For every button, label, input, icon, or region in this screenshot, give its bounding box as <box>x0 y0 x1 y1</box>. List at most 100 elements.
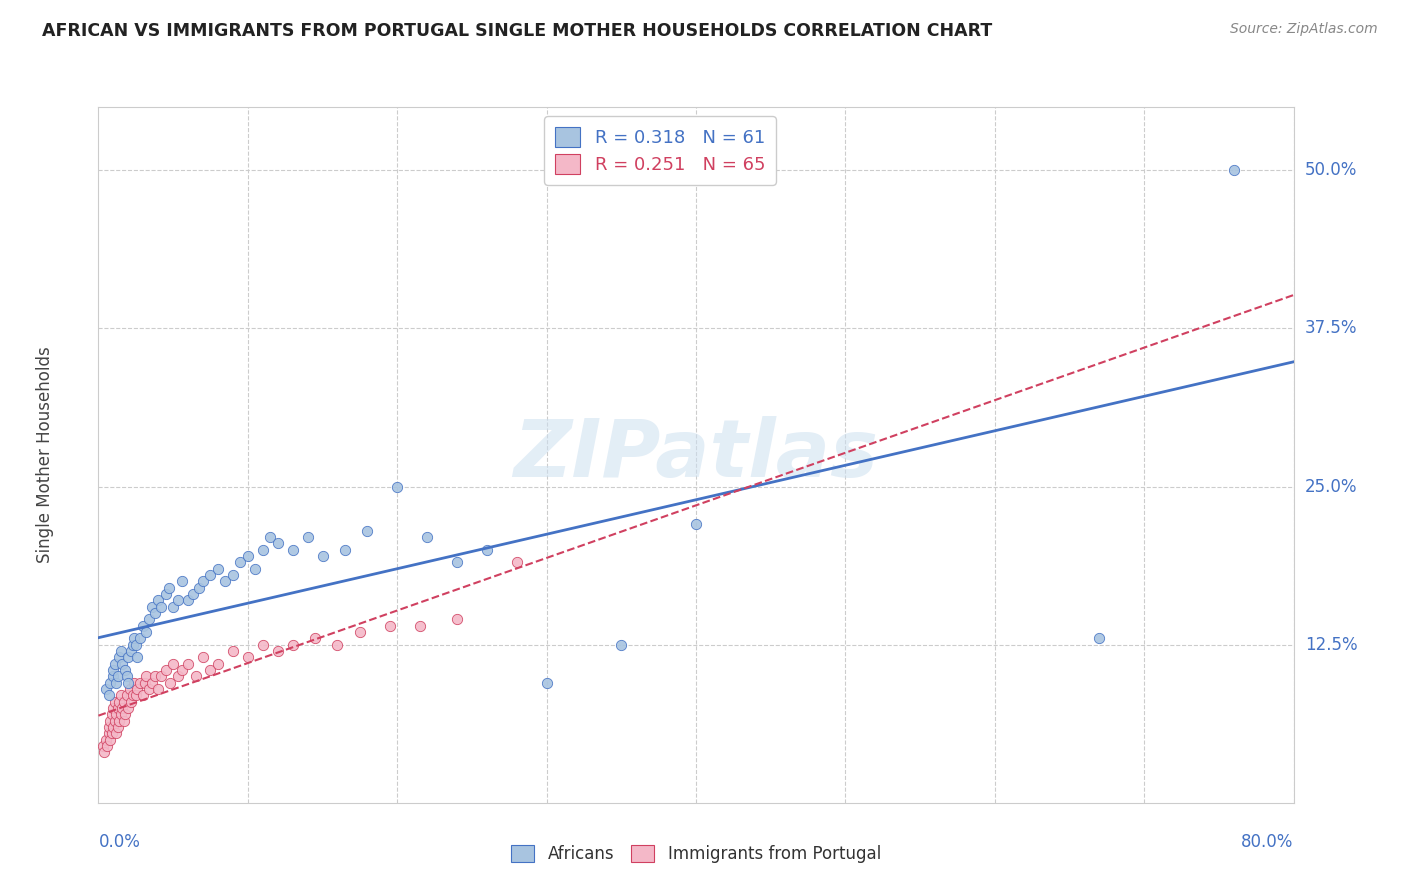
Point <box>127 681 149 696</box>
Point <box>304 632 326 646</box>
Point <box>229 556 252 570</box>
Point <box>124 675 146 690</box>
Point <box>378 618 401 632</box>
Point <box>96 739 118 753</box>
Point <box>187 581 209 595</box>
Point <box>120 644 142 658</box>
Point <box>98 714 122 728</box>
Point <box>177 593 200 607</box>
Point <box>685 517 707 532</box>
Point <box>117 701 139 715</box>
Point <box>506 556 529 570</box>
Point <box>157 581 180 595</box>
Point <box>105 707 128 722</box>
Point <box>150 669 173 683</box>
Point <box>207 562 229 576</box>
Point <box>108 695 131 709</box>
Point <box>162 599 184 614</box>
Point <box>214 574 236 589</box>
Point <box>446 556 468 570</box>
Point <box>1223 163 1246 178</box>
Point <box>222 568 245 582</box>
Point <box>172 663 194 677</box>
Point <box>143 669 166 683</box>
Point <box>108 650 131 665</box>
Text: Source: ZipAtlas.com: Source: ZipAtlas.com <box>1230 22 1378 37</box>
Point <box>110 707 132 722</box>
Text: ZIPatlas: ZIPatlas <box>513 416 879 494</box>
Point <box>111 657 134 671</box>
Point <box>108 714 131 728</box>
Point <box>191 650 214 665</box>
Point <box>252 638 274 652</box>
Point <box>297 530 319 544</box>
Point <box>114 663 136 677</box>
Point <box>125 688 148 702</box>
Point <box>105 675 128 690</box>
Point <box>1088 632 1111 646</box>
Point <box>121 688 143 702</box>
Point <box>127 650 149 665</box>
Point <box>129 632 152 646</box>
Point <box>259 530 281 544</box>
Point <box>117 675 139 690</box>
Point <box>191 574 214 589</box>
Point <box>104 714 127 728</box>
Point <box>408 618 430 632</box>
Point <box>245 562 267 576</box>
Point <box>107 701 129 715</box>
Text: AFRICAN VS IMMIGRANTS FROM PORTUGAL SINGLE MOTHER HOUSEHOLDS CORRELATION CHART: AFRICAN VS IMMIGRANTS FROM PORTUGAL SING… <box>42 22 993 40</box>
Point <box>162 657 184 671</box>
Point <box>184 669 207 683</box>
Point <box>112 695 135 709</box>
Point <box>135 625 157 640</box>
Point <box>155 663 177 677</box>
Point <box>236 549 259 563</box>
Point <box>177 657 200 671</box>
Point <box>200 663 222 677</box>
Point <box>356 524 378 538</box>
Point <box>115 669 138 683</box>
Point <box>117 650 139 665</box>
Point <box>101 707 124 722</box>
Point <box>326 638 349 652</box>
Point <box>114 707 136 722</box>
Point <box>110 688 132 702</box>
Point <box>446 612 468 626</box>
Point <box>141 599 163 614</box>
Point <box>111 701 134 715</box>
Point <box>101 726 124 740</box>
Point <box>143 606 166 620</box>
Point <box>98 732 122 747</box>
Point <box>104 695 127 709</box>
Point <box>124 632 146 646</box>
Point <box>281 542 304 557</box>
Point <box>159 675 181 690</box>
Text: Single Mother Households: Single Mother Households <box>35 347 53 563</box>
Point <box>349 625 371 640</box>
Point <box>138 681 160 696</box>
Point <box>267 644 290 658</box>
Point <box>333 542 356 557</box>
Point <box>166 669 188 683</box>
Point <box>129 675 152 690</box>
Point <box>166 593 188 607</box>
Point <box>610 638 633 652</box>
Text: 50.0%: 50.0% <box>1305 161 1357 179</box>
Point <box>97 720 120 734</box>
Point <box>103 663 125 677</box>
Point <box>97 688 120 702</box>
Point <box>475 542 498 557</box>
Point <box>98 675 122 690</box>
Point <box>125 638 148 652</box>
Point <box>135 669 157 683</box>
Point <box>103 701 125 715</box>
Point <box>103 669 125 683</box>
Point <box>120 695 142 709</box>
Point <box>385 479 409 493</box>
Point <box>118 681 141 696</box>
Point <box>207 657 229 671</box>
Text: 37.5%: 37.5% <box>1305 319 1357 337</box>
Point <box>104 657 127 671</box>
Point <box>172 574 194 589</box>
